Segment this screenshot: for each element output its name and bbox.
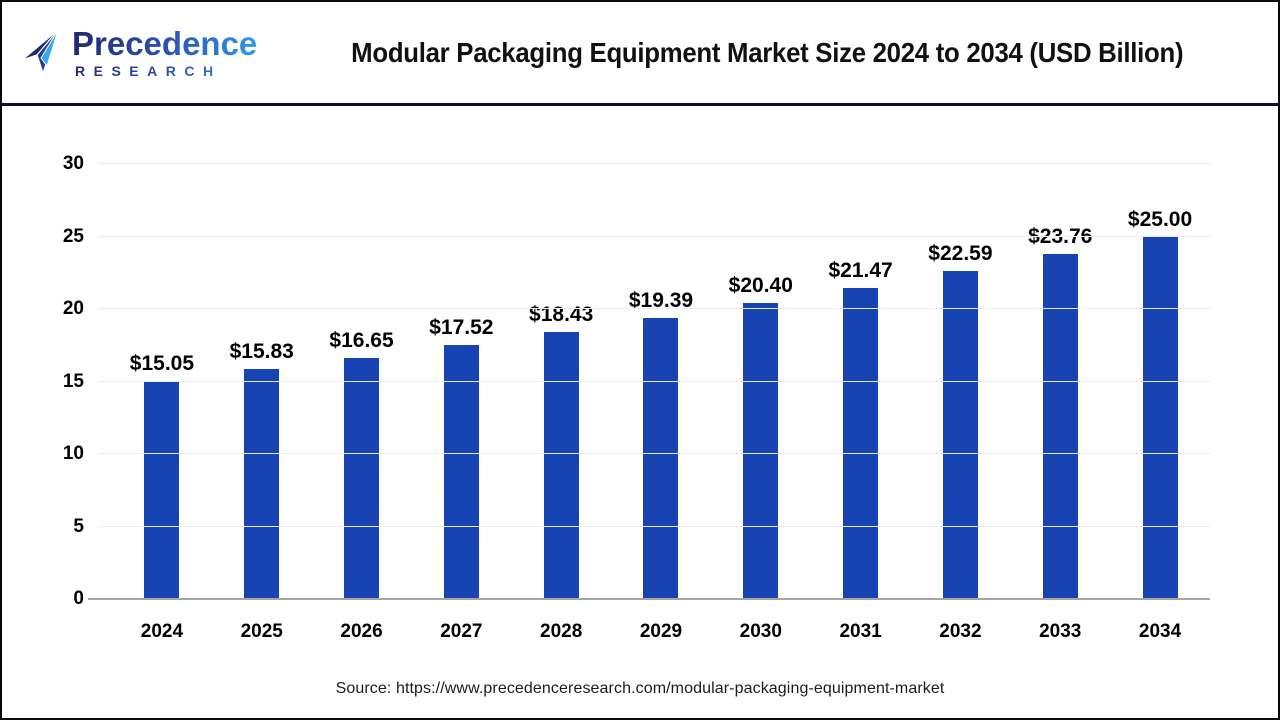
gridline	[98, 163, 1210, 164]
bar	[942, 271, 978, 599]
bar-value-label: $19.39	[628, 288, 694, 312]
bar	[643, 317, 679, 599]
bar	[743, 303, 779, 599]
bar-columns: $15.05 2024 $15.83 2025 $16.65 2026 $17.52 2027…	[112, 164, 1210, 643]
brand-logo: Precedence RESEARCH	[20, 27, 257, 78]
bar-value-label: $15.83	[229, 340, 294, 364]
x-axis-label: 2029	[639, 621, 683, 642]
bar-value-label: $18.43	[529, 302, 594, 326]
source-text: Source: https://www.precedenceresearch.c…	[335, 680, 945, 697]
chart-title: Modular Packaging Equipment Market Size …	[351, 36, 1184, 68]
x-axis-label: 2027	[440, 621, 483, 642]
brand-name: Precedence	[72, 25, 258, 62]
plot-area: $15.05 2024 $15.83 2025 $16.65 2026 $17.52 2027…	[63, 153, 1210, 643]
bar-group: $21.47 2031	[811, 164, 911, 642]
bar-group: $17.52 2027	[411, 164, 511, 642]
gridline	[98, 380, 1210, 382]
bar-value-label: $23.76	[1028, 225, 1093, 249]
bar-group: $15.05 2024	[112, 164, 212, 642]
y-axis-tick-label: 10	[62, 443, 84, 464]
header: Precedence RESEARCH Modular Packaging Eq…	[2, 2, 1278, 103]
x-axis-label: 2028	[540, 621, 583, 642]
bar	[543, 331, 579, 599]
gridline	[98, 453, 1210, 454]
x-axis-label: 2025	[240, 621, 283, 642]
x-axis-label: 2024	[140, 621, 184, 642]
gridline	[98, 308, 1210, 309]
bar-value-label: $20.40	[728, 274, 793, 298]
bar-value-label: $22.59	[928, 242, 993, 266]
bar	[144, 380, 180, 599]
x-axis-label: 2030	[739, 621, 782, 642]
bar-value-label: $21.47	[828, 258, 893, 282]
brand-subtitle: RESEARCH	[72, 64, 257, 78]
y-axis-tick-label: 20	[62, 298, 84, 319]
gridline	[98, 235, 1210, 237]
x-axis-label: 2026	[340, 621, 383, 642]
paper-plane-icon	[21, 29, 59, 74]
gridline	[98, 525, 1210, 527]
bar-group: $16.65 2026	[312, 164, 412, 642]
bar-value-label: $17.52	[429, 315, 494, 339]
x-axis-label: 2034	[1138, 621, 1182, 642]
bar-value-label: $25.00	[1127, 207, 1193, 231]
header-divider	[2, 103, 1278, 106]
bar-group: $22.59 2032	[911, 164, 1011, 642]
bar	[1042, 254, 1078, 599]
bar-group: $19.39 2029	[611, 164, 711, 642]
y-axis-tick-label: 25	[62, 225, 84, 247]
bar-group: $18.43 2028	[511, 164, 611, 642]
bar	[244, 369, 280, 599]
bar	[843, 287, 879, 599]
title-wrap: Modular Packaging Equipment Market Size …	[257, 37, 1278, 69]
bar-group: $15.83 2025	[212, 164, 312, 642]
brand-logo-text: Precedence RESEARCH	[72, 27, 257, 78]
bar-group: $23.76 2033	[1010, 164, 1110, 642]
x-axis-line	[88, 598, 1210, 600]
y-axis-tick-label: 30	[62, 153, 84, 174]
bar-group: $20.40 2030	[711, 164, 811, 642]
bar-value-label: $16.65	[329, 328, 394, 352]
bar	[344, 357, 380, 599]
x-axis-label: 2031	[839, 621, 882, 642]
x-axis-label: 2033	[1039, 621, 1082, 642]
x-axis-label: 2032	[939, 621, 982, 642]
y-axis-tick-label: 15	[62, 370, 84, 392]
y-axis-tick-label: 5	[73, 515, 84, 537]
bar-value-label: $15.05	[129, 351, 195, 375]
y-axis-tick-label: 0	[73, 588, 84, 609]
bar	[1142, 236, 1178, 599]
bar-group: $25.00 2034	[1110, 164, 1210, 643]
bar	[443, 344, 479, 599]
